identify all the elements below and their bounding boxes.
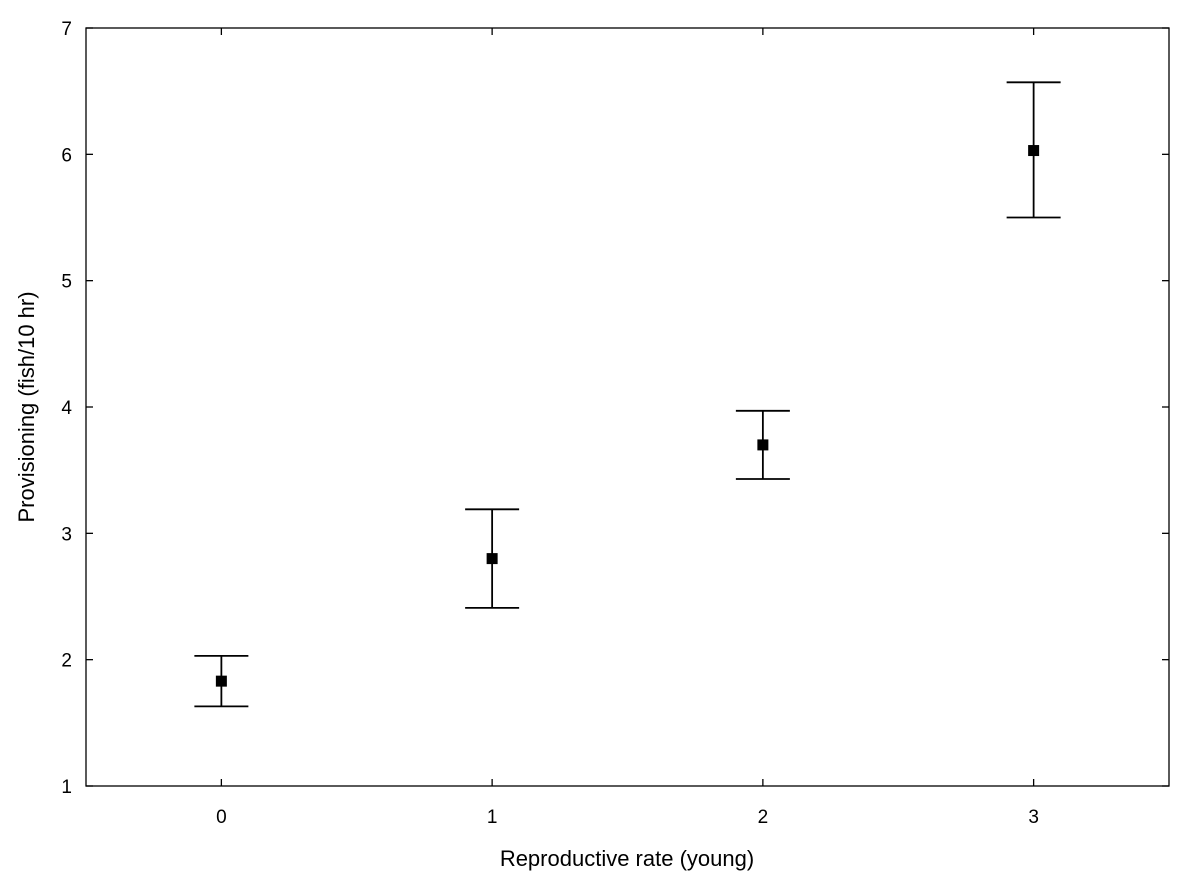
y-tick-label: 4 (61, 398, 72, 419)
y-tick-label: 6 (61, 145, 72, 166)
y-tick-label: 2 (61, 651, 72, 672)
y-tick-label: 7 (61, 19, 72, 40)
x-tick-label: 1 (487, 807, 498, 828)
y-axis: 1 2 3 4 5 6 7 (61, 19, 1169, 798)
data-point (215, 675, 227, 687)
data-point (1028, 145, 1040, 157)
data-point (757, 439, 769, 451)
data-series (194, 81, 1061, 708)
x-axis-title: Reproductive rate (young) (500, 846, 754, 871)
x-axis: 0 1 2 3 (216, 28, 1039, 828)
plot-frame (85, 27, 1170, 787)
y-tick-label: 5 (61, 272, 72, 293)
x-tick-label: 0 (216, 807, 227, 828)
data-point (486, 553, 498, 565)
x-tick-label: 3 (1028, 807, 1039, 828)
x-tick-label: 2 (758, 807, 769, 828)
y-tick-label: 1 (61, 777, 72, 798)
y-axis-title: Provisioning (fish/10 hr) (14, 291, 39, 522)
y-tick-label: 3 (61, 524, 72, 545)
